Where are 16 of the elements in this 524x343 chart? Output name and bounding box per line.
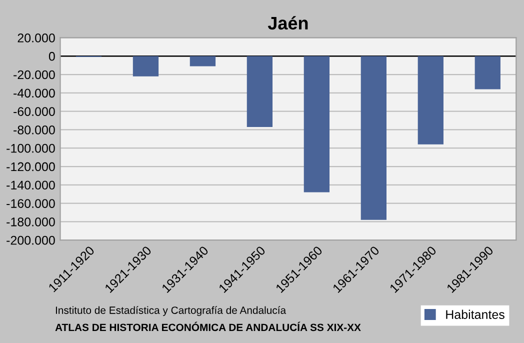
legend-label: Habitantes: [446, 310, 504, 319]
y-tick-label: -140.000: [6, 180, 55, 190]
chart-title: Jaén: [268, 16, 308, 30]
y-tick-label: 0: [48, 52, 55, 61]
text: Instituto de Estadística y Cartografía de Andalucía: [56, 306, 286, 316]
text: ATLAS DE HISTORIA ECONÓMICA DE ANDALUCÍA SS XIX-XX: [55, 322, 361, 332]
y-tick-label: -100.000: [6, 144, 55, 153]
y-tick-label: -160.000: [6, 199, 55, 208]
y-tick-label: -60.000: [14, 107, 55, 116]
y-tick-label: -120.000: [6, 162, 55, 172]
y-tick-label: -200.000: [6, 236, 55, 245]
y-tick-label: -180.000: [6, 218, 55, 226]
y-tick-label: -20.000: [14, 70, 55, 80]
y-tick-label: -80.000: [14, 126, 55, 134]
y-tick-label: -40.000: [14, 88, 55, 98]
y-tick-label: 20.000: [18, 34, 55, 42]
